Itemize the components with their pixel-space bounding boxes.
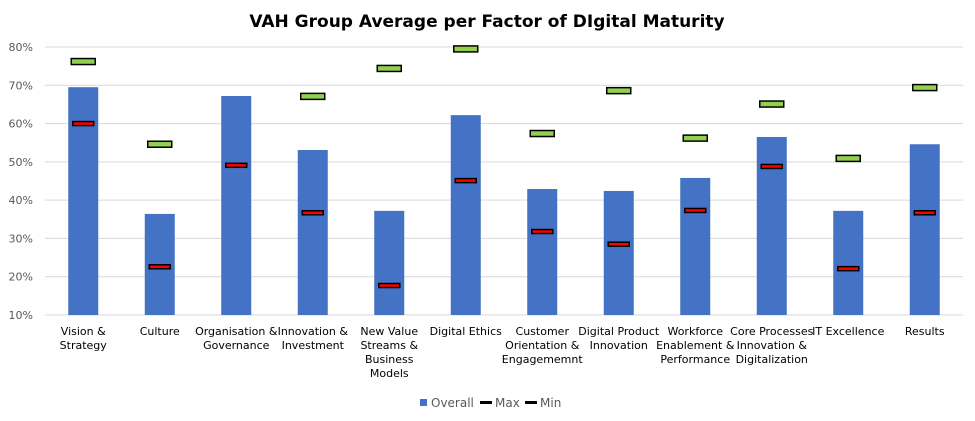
x-tick-label: Culture [140,325,180,338]
bar-overall [756,136,787,315]
x-tick-label: Workforce Enablement & Performance [656,325,735,366]
marker-min [837,265,860,272]
marker-min [913,210,936,216]
x-tick-label: IT Excellence [812,325,884,338]
y-tick-label: 10% [9,309,33,322]
marker-min [760,163,783,170]
y-tick-label: 60% [9,118,33,131]
x-tick-label: Customer Orientation & Engagememnt [502,325,584,366]
legend-swatch-max [480,401,492,404]
x-tick-label: Organisation & Governance [195,325,278,352]
bar-overall [527,189,558,315]
x-tick-label: Digital Product Innovation [578,325,660,352]
marker-max [147,140,173,148]
marker-max [453,45,479,53]
marker-min [607,241,630,247]
marker-max [300,92,326,101]
y-tick-label: 30% [9,232,33,245]
marker-max [606,86,632,95]
legend-swatch-overall [420,399,427,406]
y-tick-label: 40% [9,194,33,207]
marker-max [376,64,402,73]
legend-label: Min [540,396,561,410]
marker-max [759,100,785,108]
chart-title: VAH Group Average per Factor of DIgital … [249,12,724,32]
bar-overall [221,96,252,316]
legend-label: Max [495,396,520,410]
bar-overall [680,177,711,315]
marker-min [454,177,477,184]
marker-min [225,162,248,169]
y-tick-label: 50% [9,156,33,169]
bar-overall [297,149,328,315]
marker-min [301,210,324,216]
x-tick-label: Core Processes Innovation & Digitalization [730,325,813,366]
marker-min [684,207,707,214]
marker-min [148,264,171,270]
y-tick-label: 70% [9,79,33,92]
marker-max [682,134,708,142]
y-tick-label: 80% [9,41,33,54]
bar-overall [450,115,481,315]
marker-max [70,57,96,66]
legend-label: Overall [431,396,474,410]
y-tick-label: 20% [9,271,33,284]
legend-swatch-min [525,401,537,404]
marker-min [72,120,95,127]
bar-overall [833,210,864,315]
x-tick-label: Vision & Strategy [60,325,108,352]
marker-min [531,228,554,235]
bar-overall [603,190,634,315]
x-tick-label: Digital Ethics [430,325,503,338]
x-tick-label: New Value Streams & Business Models [360,325,418,380]
marker-max [835,154,861,163]
marker-min [378,282,401,289]
bar-overall [374,210,405,315]
bar-overall [909,144,940,315]
marker-max [529,129,555,138]
x-tick-label: Innovation & Investment [278,325,349,352]
x-tick-label: Results [905,325,945,338]
marker-max [912,83,938,92]
